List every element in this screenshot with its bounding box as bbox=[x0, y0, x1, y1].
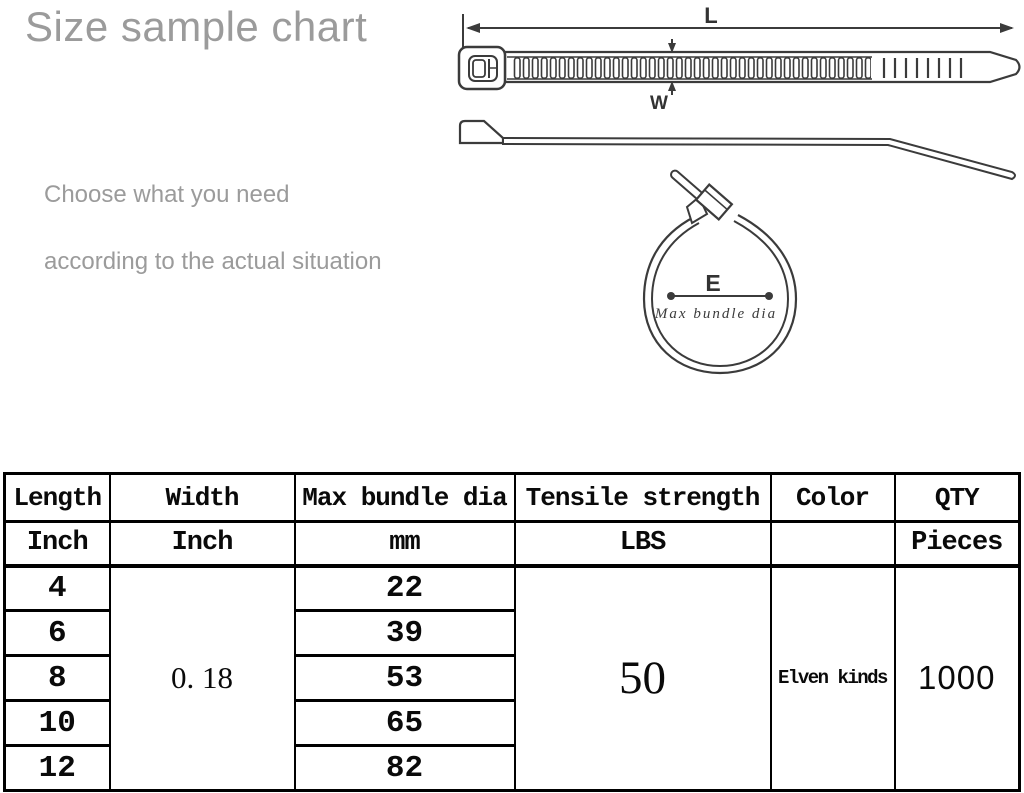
table-units-row: Inch Inch mm LBS Pieces bbox=[3, 520, 1021, 568]
bundle-dia-dimension: E Max bundle dia bbox=[654, 270, 777, 322]
cell-length: 8 bbox=[3, 654, 111, 702]
header-length: Length bbox=[3, 472, 111, 523]
cell-max-bundle-dia: 53 bbox=[293, 654, 516, 702]
cable-tie-side-view bbox=[458, 119, 1016, 181]
table-row: 10 65 bbox=[3, 699, 1020, 747]
cell-max-bundle-dia: 65 bbox=[293, 699, 516, 747]
length-dimension-label: L bbox=[704, 3, 717, 28]
table-row: 6 39 bbox=[3, 609, 1020, 657]
table-row: 4 0. 18 22 50 Elven kinds 1000 bbox=[3, 564, 1021, 792]
header-width: Width bbox=[108, 472, 296, 523]
unit-width: Inch bbox=[108, 520, 296, 568]
cell-length: 6 bbox=[3, 609, 111, 657]
header-tensile-strength: Tensile strength bbox=[513, 472, 772, 523]
tie-teeth bbox=[513, 57, 871, 79]
loop-head bbox=[694, 183, 734, 221]
page-title: Size sample chart bbox=[25, 3, 368, 50]
cell-max-bundle-dia: 39 bbox=[293, 609, 516, 657]
unit-color bbox=[769, 520, 896, 568]
cell-length: 12 bbox=[3, 744, 111, 792]
cell-color-value: Elven kinds bbox=[769, 564, 896, 792]
table-row: 8 53 bbox=[3, 654, 1020, 702]
cell-length: 4 bbox=[3, 564, 111, 612]
table-header-row: Length Width Max bundle dia Tensile stre… bbox=[3, 472, 1021, 523]
length-dimension: L bbox=[462, 3, 1014, 50]
cable-tie-loop-view: E Max bundle dia bbox=[642, 169, 798, 375]
cable-tie-diagram: L W bbox=[457, 3, 1021, 375]
intro-line-2: according to the actual situation bbox=[44, 248, 382, 275]
intro-line-1: Choose what you need bbox=[44, 181, 290, 208]
header-color: Color bbox=[769, 472, 896, 523]
cell-max-bundle-dia: 22 bbox=[293, 564, 516, 612]
cell-tensile-value: 50 bbox=[513, 564, 772, 792]
bundle-dia-caption: Max bundle dia bbox=[654, 306, 777, 322]
unit-tensile-strength: LBS bbox=[513, 520, 772, 568]
unit-max-bundle-dia: mm bbox=[293, 520, 516, 568]
tie-tail-ticks bbox=[882, 58, 963, 78]
header-qty: QTY bbox=[893, 472, 1021, 523]
unit-qty: Pieces bbox=[893, 520, 1021, 568]
header-max-bundle-dia: Max bundle dia bbox=[293, 472, 516, 523]
cell-max-bundle-dia: 82 bbox=[293, 744, 516, 792]
cell-qty-value: 1000 bbox=[893, 564, 1021, 792]
bundle-dia-label: E bbox=[705, 270, 720, 296]
unit-length: Inch bbox=[3, 520, 111, 568]
size-table: Length Width Max bundle dia Tensile stre… bbox=[3, 472, 1021, 792]
loop-outer bbox=[642, 214, 798, 375]
cell-length: 10 bbox=[3, 699, 111, 747]
cable-tie-top-view: L W bbox=[457, 3, 1021, 114]
table-row: 12 82 bbox=[3, 744, 1020, 792]
tie-head bbox=[457, 45, 507, 91]
width-dimension-label: W bbox=[650, 93, 668, 114]
width-dimension: W bbox=[650, 39, 676, 114]
cell-width-value: 0. 18 bbox=[108, 564, 296, 792]
loop-inner bbox=[650, 220, 790, 368]
